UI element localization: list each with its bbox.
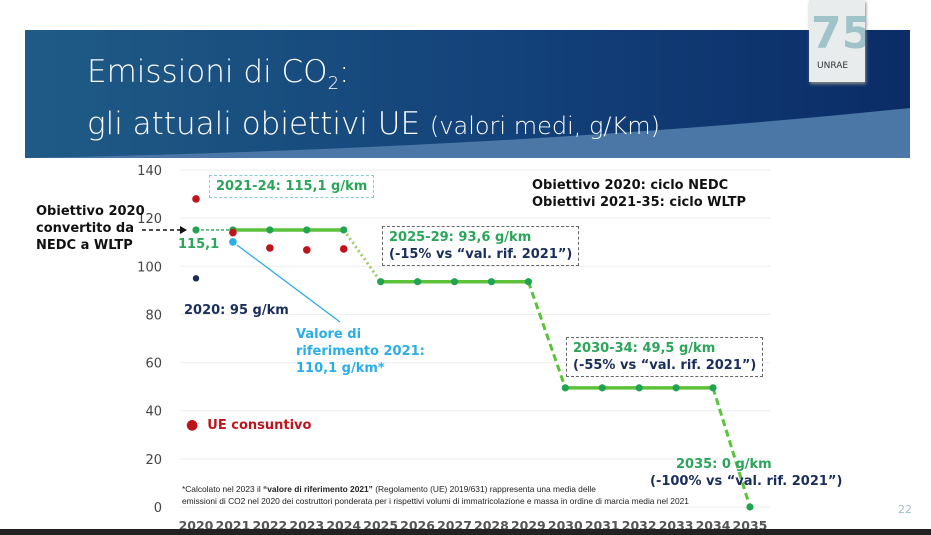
nedc-2020-point [192,275,200,282]
title-line-1: Emissioni di CO [87,54,328,90]
title-note: (valori medi, g/Km) [429,112,660,141]
svg-text:75: 75 [811,8,865,59]
annotation-2035-line1: 2035: 0 g/km [676,457,772,472]
annotation-2025-29: 2025-29: 93,6 g/km (-15% vs “val. rif. 2… [382,226,580,266]
y-tick-label: 40 [145,405,162,420]
ue-actual-point [302,246,311,254]
arrow-head-icon [180,225,187,234]
page-number: 22 [898,503,912,516]
left-note-3: NEDC a WLTP [36,238,133,253]
target-point [450,278,459,286]
target-point [635,384,643,392]
legend-nedc: Obiettivo 2020: ciclo NEDC [532,178,729,193]
ref-2021-label: Valore di riferimento 2021: 110,1 g/km* [296,326,425,377]
unrae-logo: 75 UNRAE [809,0,872,82]
target-segment [711,387,752,508]
red-dot-icon: ● [186,417,199,433]
left-note-1: Obiettivo 2020 [36,204,145,219]
target-point [487,278,496,286]
annotation-2025-29-line2: (-15% vs “val. rif. 2021”) [389,247,573,262]
svg-text:UNRAE: UNRAE [817,61,848,71]
target-point [709,384,717,392]
annotation-2025-29-line1: 2025-29: 93,6 g/km [389,230,532,245]
annotation-2030-34: 2030-34: 49,5 g/km (-55% vs “val. rif. 2… [566,337,764,377]
y-tick-label: 120 [137,212,162,227]
target-point [561,384,569,392]
target-point [192,226,200,234]
logo-75-icon: 75 UNRAE [811,8,872,71]
target-point [303,226,311,234]
label-2020-95: 2020: 95 g/km [184,303,289,318]
target-segment [342,229,382,283]
annotation-2035-line2: (-100% vs “val. rif. 2021”) [650,474,843,489]
annotation-2030-34-line1: 2030-34: 49,5 g/km [573,341,716,356]
title-banner [25,30,910,158]
ue-actual-point [192,195,200,203]
legend-ue-label: UE consuntivo [207,418,312,433]
legend-cycles: Obiettivo 2020: ciclo NEDC Obiettivi 202… [532,177,746,211]
ref-line-3: 110,1 g/km* [296,361,385,376]
legend-wltp: Obiettivi 2021-35: ciclo WLTP [532,195,747,210]
ref-2021-point [229,238,237,246]
target-point [598,384,606,392]
target-point [746,503,754,511]
footnote-2: emissioni di CO2 nel 2020 dei costruttor… [182,496,689,506]
ue-actual-point [339,245,348,253]
target-point [377,278,385,286]
y-tick-label: 20 [145,453,162,468]
slide-title: Emissioni di CO2: gli attuali obiettivi … [87,52,660,146]
ref-leader-line [236,244,341,323]
annotation-2021-24: 2021-24: 115,1 g/km [209,175,375,198]
ref-line-2: riferimento 2021: [296,344,425,359]
bottom-bar [0,529,931,535]
annotation-2035: 2035: 0 g/km (-100% vs “val. rif. 2021”) [650,456,842,490]
target-point [340,226,348,234]
annotation-2030-34-line2: (-55% vs “val. rif. 2021”) [573,358,757,373]
title-subscript: 2 [327,73,340,95]
target-point [266,226,274,234]
y-tick-label: 80 [145,308,162,323]
target-point [672,384,680,392]
y-tick-label: 100 [137,260,162,275]
y-tick-label: 140 [137,164,162,179]
target-point [413,278,422,286]
value-115-label: 115,1 [178,237,220,252]
target-point [524,278,532,286]
target-segment [526,281,567,389]
y-tick-label: 60 [145,357,162,372]
legend-ue-consuntivo: ● UE consuntivo [186,417,311,434]
ue-actual-point [229,228,237,237]
footnote-1a: *Calcolato nel 2023 il [182,484,264,494]
ue-actual-point [266,244,274,252]
title-line-2: gli attuali obiettivi UE [87,106,430,143]
left-note-2: convertito da [36,221,135,236]
y-tick-label: 0 [154,501,162,516]
title-colon: : [339,54,350,90]
footnote: *Calcolato nel 2023 il “valore di riferi… [182,483,689,507]
footnote-1c: (Regolamento (UE) 2019/631) rappresenta … [372,484,596,494]
footnote-1b: “valore di riferimento 2021” [263,484,373,494]
left-note: Obiettivo 2020 convertito da NEDC a WLTP [36,203,145,254]
ref-line-1: Valore di [296,327,362,342]
